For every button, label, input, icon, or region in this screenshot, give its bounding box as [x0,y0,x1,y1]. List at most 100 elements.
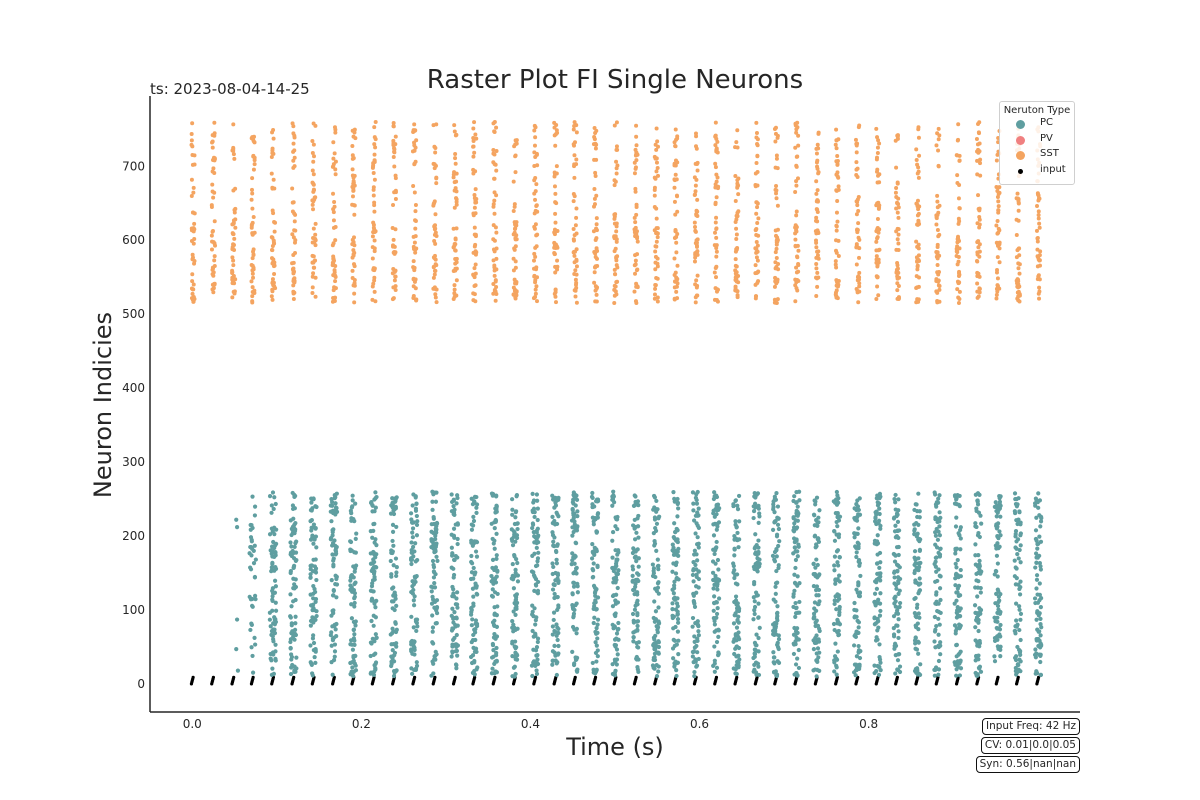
pc-spike-point [331,588,336,594]
sst-spike-point [311,154,316,159]
pc-spike-point [672,595,677,600]
sst-spike-point [554,265,559,270]
pc-spike-point [812,534,817,539]
sst-spike-point [672,199,677,204]
sst-spike-point [271,151,276,156]
pc-spike-point [273,584,278,589]
pc-spike-point [955,557,960,563]
pc-spike-point [413,579,418,585]
pc-spike-point [633,554,638,559]
sst-spike-point [331,218,336,223]
pc-spike-point [791,591,796,597]
pc-spike-point [390,538,395,544]
pc-spike-point [353,550,358,555]
pc-spike-point [958,649,963,654]
pc-spike-point [892,529,898,534]
pc-spike-point [974,654,979,659]
sst-spike-point [392,278,397,283]
pc-spike-point [394,627,399,632]
sst-spike-point [633,165,638,170]
sst-spike-point [210,267,215,272]
pc-spike-point [914,670,919,675]
pc-spike-point [313,646,318,652]
pc-spike-point [350,504,355,509]
pc-spike-point [532,551,537,556]
sst-spike-point [613,179,618,184]
sst-spike-point [595,285,600,290]
pc-spike-point [371,613,376,618]
pc-spike-point [973,542,978,547]
pc-spike-point [756,615,761,620]
pc-spike-point [351,669,356,674]
sst-spike-point [471,139,476,144]
pc-spike-point [995,534,1000,539]
pc-spike-point [936,550,941,556]
sst-spike-point [612,183,617,188]
input-spike-point [251,675,255,679]
sst-spike-point [834,138,839,143]
pc-spike-point [1035,600,1041,605]
pc-spike-point [851,643,857,648]
pc-spike-point [733,498,738,503]
pc-spike-point [712,644,717,649]
pc-spike-point [513,593,518,598]
sst-spike-point [190,121,195,126]
pc-spike-point [712,594,717,599]
pc-spike-point [731,621,737,626]
sst-spike-point [773,165,778,170]
sst-spike-point [474,136,479,141]
pc-spike-point [794,513,799,518]
pc-spike-point [392,670,397,675]
pc-spike-point [414,533,420,538]
pc-spike-point [371,571,377,576]
pc-spike-point [288,518,293,523]
sst-spike-point [209,205,214,210]
sst-spike-point [512,288,517,293]
pc-spike-point [671,626,676,631]
pc-spike-point [932,673,937,678]
sst-spike-point [613,284,618,289]
sst-spike-point [494,125,499,130]
pc-spike-point [796,665,802,671]
pc-spike-point [1018,520,1023,525]
sst-spike-point [231,258,236,263]
sst-spike-point [836,254,841,259]
pc-spike-point [691,579,696,584]
sst-spike-point [249,136,254,141]
sst-spike-point [917,204,922,209]
sst-spike-point [674,250,679,255]
pc-spike-point [492,546,497,551]
sst-spike-point [372,158,377,163]
pc-spike-point [530,673,535,679]
sst-spike-point [231,145,236,150]
sst-spike-point [311,254,316,259]
pc-spike-point [695,535,700,540]
sst-spike-point [816,171,821,176]
pc-spike-point [891,614,897,619]
pc-spike-point [530,628,535,634]
sst-spike-point [793,299,798,304]
pc-spike-point [938,546,943,551]
pc-spike-point [455,605,460,610]
pc-spike-point [995,587,1000,592]
pc-spike-point [472,571,477,577]
sst-spike-point [473,252,478,257]
pc-spike-point [775,640,780,645]
sst-spike-point [249,223,254,228]
sst-spike-point [269,171,274,176]
sst-spike-point [652,193,657,198]
pc-spike-point [954,515,959,520]
pc-spike-point [872,591,878,596]
sst-spike-point [271,280,276,285]
sst-spike-point [895,210,900,215]
pc-spike-point [270,650,276,655]
pc-spike-point [575,509,580,514]
pc-spike-point [953,628,958,634]
pc-spike-point [470,586,476,591]
pc-spike-point [857,563,862,568]
pc-spike-point [755,562,760,567]
sst-spike-point [834,265,839,270]
sst-spike-point [434,181,439,186]
pc-spike-point [671,656,676,661]
pc-spike-point [369,598,374,603]
